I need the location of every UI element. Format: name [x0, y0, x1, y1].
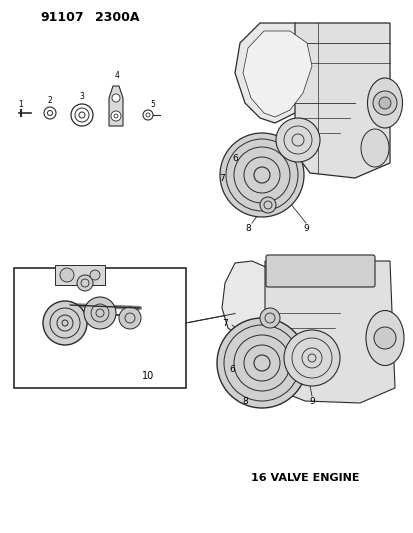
Text: 9: 9: [309, 397, 314, 406]
Circle shape: [216, 318, 306, 408]
Text: 2300A: 2300A: [95, 11, 139, 23]
Circle shape: [378, 97, 390, 109]
Text: 3: 3: [79, 92, 84, 101]
Bar: [14, 268, 185, 388]
Circle shape: [111, 111, 121, 121]
Circle shape: [119, 307, 141, 329]
Polygon shape: [264, 261, 394, 403]
Circle shape: [60, 268, 74, 282]
Text: 2: 2: [47, 95, 52, 104]
Circle shape: [112, 94, 120, 102]
Text: 6: 6: [228, 366, 234, 375]
Circle shape: [84, 297, 116, 329]
Circle shape: [77, 275, 93, 291]
Text: 9: 9: [302, 223, 308, 232]
Circle shape: [283, 330, 339, 386]
Text: 5: 5: [150, 100, 155, 109]
Bar: [55, 265, 105, 285]
Polygon shape: [294, 23, 389, 178]
PathPatch shape: [109, 86, 123, 126]
Text: 91107: 91107: [40, 11, 83, 23]
Ellipse shape: [360, 129, 388, 167]
Text: 10: 10: [142, 371, 154, 381]
Text: 4: 4: [114, 70, 119, 79]
Ellipse shape: [367, 78, 401, 128]
Circle shape: [259, 197, 275, 213]
Circle shape: [275, 118, 319, 162]
Text: 1: 1: [19, 100, 23, 109]
Ellipse shape: [365, 311, 403, 366]
Text: 8: 8: [244, 223, 250, 232]
Text: 7: 7: [222, 319, 227, 327]
Circle shape: [90, 270, 100, 280]
Polygon shape: [221, 261, 274, 338]
Polygon shape: [242, 31, 311, 117]
Text: 8: 8: [242, 397, 247, 406]
Circle shape: [259, 308, 279, 328]
Circle shape: [372, 91, 396, 115]
FancyBboxPatch shape: [266, 255, 374, 287]
Circle shape: [43, 301, 87, 345]
Circle shape: [219, 133, 303, 217]
Text: 7: 7: [218, 174, 224, 182]
Text: 16 VALVE ENGINE: 16 VALVE ENGINE: [250, 473, 358, 483]
Polygon shape: [235, 23, 319, 123]
Circle shape: [373, 327, 395, 349]
Text: 6: 6: [232, 154, 237, 163]
